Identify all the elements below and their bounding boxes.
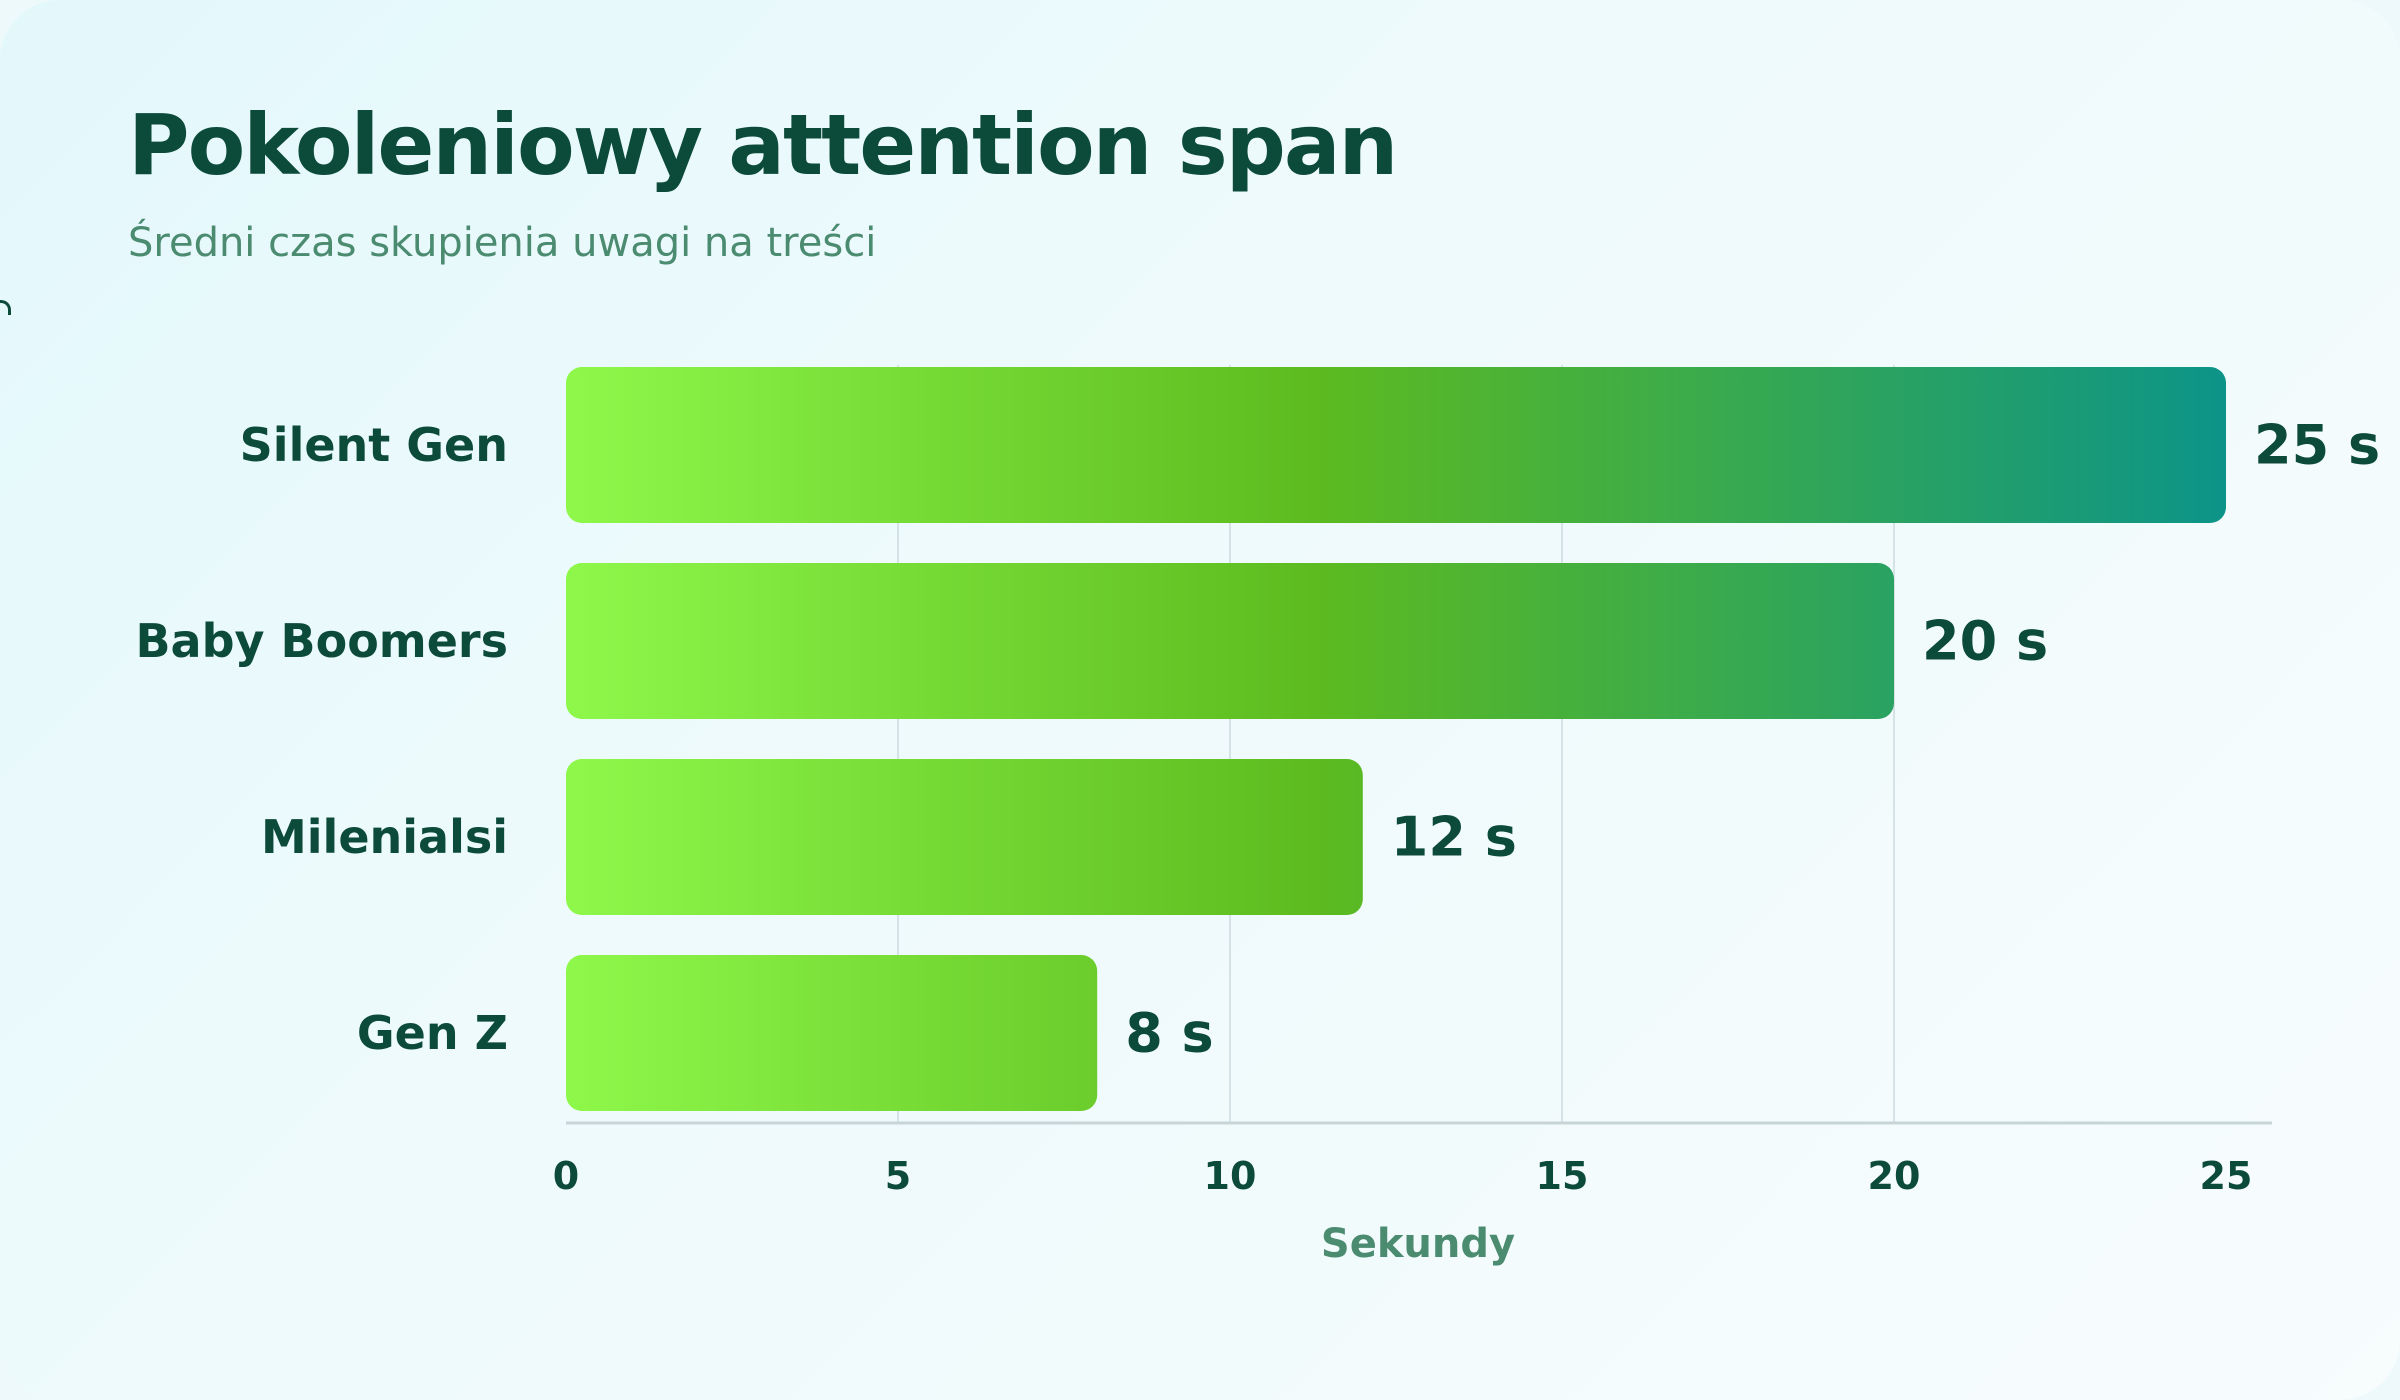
tick-label: 0	[553, 1154, 579, 1198]
tick-label: 20	[1868, 1154, 1921, 1198]
chart-title: Pokoleniowy attention span	[128, 96, 1398, 194]
category-label: Silent Gen	[240, 418, 508, 472]
bar	[566, 759, 1363, 915]
bar	[566, 955, 1098, 1111]
value-label: 20 s	[1922, 610, 2048, 673]
tick-label: 10	[1204, 1154, 1257, 1198]
value-label: 25 s	[2254, 414, 2380, 477]
tick-label: 5	[885, 1154, 911, 1198]
edge-mark-icon	[0, 300, 11, 315]
chart-subtitle: Średni czas skupienia uwagi na treści	[128, 220, 877, 266]
category-label: Milenialsi	[261, 810, 508, 864]
bar	[566, 563, 1894, 719]
category-label: Gen Z	[357, 1006, 508, 1060]
tick-label: 25	[2200, 1154, 2253, 1198]
tick-label: 15	[1536, 1154, 1589, 1198]
value-label: 12 s	[1391, 806, 1517, 869]
category-label: Baby Boomers	[136, 614, 509, 668]
value-label: 8 s	[1125, 1002, 1214, 1065]
x-axis-title: Sekundy	[1321, 1221, 1515, 1267]
bar	[566, 367, 2226, 523]
